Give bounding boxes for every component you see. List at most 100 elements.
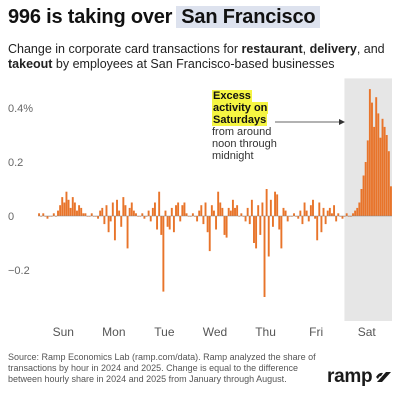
bar-thu-22 — [286, 216, 289, 222]
y-tick-label: 0.2 — [8, 157, 23, 169]
bar-wed-10 — [210, 205, 213, 216]
bar-sat-18 — [379, 137, 382, 216]
bar-sat-5 — [352, 213, 354, 216]
annotation-line-4: from around — [212, 126, 272, 138]
bar-sun-19 — [78, 205, 81, 216]
bar-wed-21 — [234, 207, 236, 216]
bar-mon-12 — [113, 216, 116, 241]
bar-wed-6 — [202, 216, 205, 225]
bar-tue-21 — [183, 202, 186, 216]
bar-tue-14 — [168, 216, 171, 230]
subtitle-bold-restaurant: restaurant — [241, 42, 303, 56]
bar-thu-21 — [284, 210, 287, 216]
bar-sun-17 — [73, 202, 76, 216]
bar-sat-16 — [375, 97, 378, 216]
y-axis-ticks: 0.4% 0.2 0 −0.2 — [8, 103, 33, 277]
bar-sun-14 — [67, 199, 70, 216]
bar-sun-9 — [57, 210, 59, 216]
bar-thu-19 — [280, 216, 283, 249]
bars-group — [38, 89, 392, 297]
bar-thu-8 — [257, 205, 260, 216]
bar-thu-12 — [265, 189, 268, 216]
bar-thu-0 — [240, 213, 243, 216]
bar-thu-14 — [269, 199, 272, 216]
bar-fri-15 — [322, 207, 325, 216]
bar-mon-18 — [126, 216, 129, 249]
bar-sat-22 — [387, 151, 390, 216]
bar-tue-15 — [170, 207, 173, 216]
bar-sun-13 — [65, 191, 68, 216]
bar-tue-17 — [175, 205, 177, 216]
bar-sun-10 — [59, 205, 62, 216]
bar-sat-9 — [360, 189, 363, 216]
bar-fri-17 — [326, 210, 329, 216]
bar-sat-13 — [368, 89, 371, 216]
bar-thu-16 — [274, 191, 277, 216]
bar-tue-7 — [153, 202, 156, 216]
bar-sat-8 — [358, 202, 361, 216]
bar-wed-12 — [215, 216, 218, 230]
bar-sun-12 — [63, 202, 66, 216]
bar-thu-18 — [278, 216, 281, 230]
bar-fri-18 — [328, 207, 331, 216]
bar-thu-10 — [261, 202, 264, 216]
x-day-label-wed: Wed — [203, 325, 227, 339]
bar-fri-13 — [318, 202, 321, 216]
bar-thu-5 — [250, 199, 253, 216]
bar-mon-19 — [128, 207, 131, 216]
chart-subtitle: Change in corporate card transactions fo… — [8, 42, 392, 72]
bar-thu-20 — [282, 207, 285, 216]
bar-tue-19 — [179, 216, 182, 222]
bar-thu-7 — [255, 216, 258, 249]
bar-sun-15 — [69, 207, 72, 216]
bar-mon-1 — [90, 213, 93, 216]
annotation-highlight-line-1: Excess — [212, 90, 252, 102]
y-tick-label: 0 — [8, 211, 14, 223]
bar-wed-19 — [229, 210, 232, 216]
bar-mon-8 — [105, 205, 108, 216]
bar-thu-4 — [248, 216, 251, 225]
subtitle-text-b: , — [302, 42, 310, 56]
bar-tue-10 — [160, 216, 163, 235]
bar-fri-3 — [297, 216, 300, 219]
subtitle-text-a: Change in corporate card transactions fo… — [8, 42, 242, 56]
x-day-label-tue: Tue — [154, 325, 175, 339]
annotation: Excess activity on Saturdays from around… — [212, 90, 332, 162]
bar-wed-7 — [204, 202, 207, 216]
bar-wed-17 — [225, 216, 228, 238]
ramp-logo-icon — [376, 372, 391, 382]
bar-sat-12 — [366, 140, 369, 216]
bar-fri-8 — [307, 216, 310, 222]
bar-tue-8 — [156, 216, 159, 230]
y-tick-label: 0.4% — [8, 103, 33, 115]
bar-wed-22 — [236, 205, 239, 216]
x-axis-day-labels: Sun Mon Tue Wed Thu Fri Sat — [53, 325, 377, 339]
bar-sat-20 — [383, 126, 386, 216]
bar-fri-5 — [301, 216, 304, 225]
x-day-label-mon: Mon — [102, 325, 125, 339]
ramp-logo-text: ramp — [327, 366, 373, 387]
bar-wed-1 — [191, 213, 194, 216]
bar-fri-22 — [337, 213, 340, 216]
annotation-highlight-line-2: activity on — [212, 102, 269, 114]
bar-tue-13 — [166, 216, 169, 227]
annotation-line-6: midnight — [212, 150, 254, 162]
bar-tue-20 — [181, 205, 184, 216]
bar-mon-10 — [109, 216, 112, 222]
annotation-highlight-line-3: Saturdays — [212, 114, 268, 126]
bar-sun-22 — [84, 213, 87, 216]
bar-sat-17 — [377, 113, 380, 216]
title-highlight: San Francisco — [176, 6, 321, 28]
source-note: Source: Ramp Economics Lab (ramp.com/dat… — [8, 352, 316, 384]
bar-sat-7 — [356, 207, 359, 216]
bar-sun-18 — [76, 210, 78, 216]
bar-mon-21 — [132, 210, 135, 216]
bar-sat-15 — [373, 126, 376, 216]
bar-mon-16 — [122, 197, 125, 216]
annotation-line-5: noon through — [212, 138, 277, 150]
bar-tue-18 — [177, 202, 180, 216]
bar-fri-1 — [293, 213, 295, 216]
bar-sun-21 — [82, 213, 85, 216]
x-day-label-sun: Sun — [53, 325, 74, 339]
bar-mon-17 — [124, 205, 127, 216]
